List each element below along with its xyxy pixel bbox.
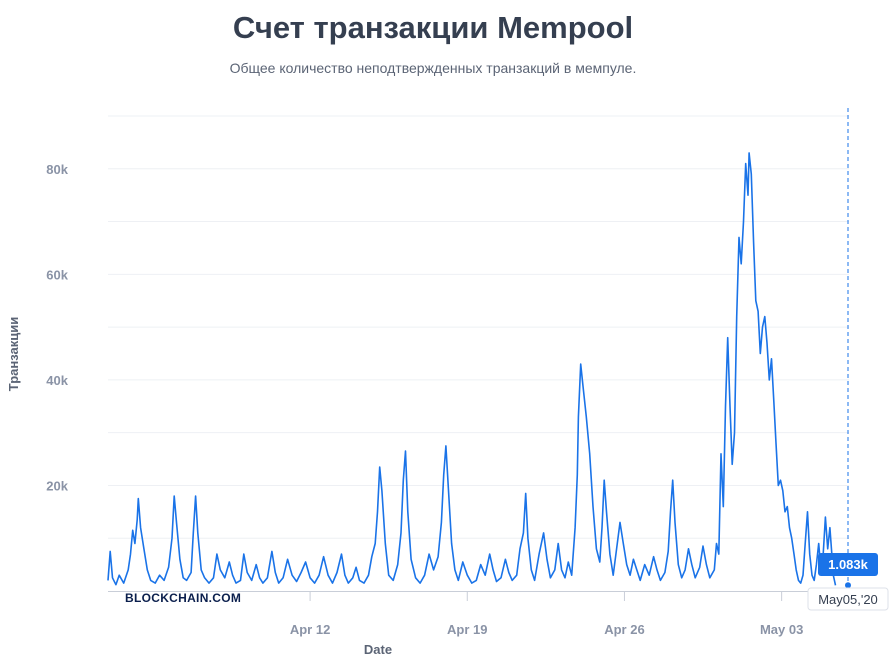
tooltip-value-box <box>818 553 878 576</box>
chart-title: Счет транзакции Mempool <box>232 10 634 45</box>
brand-logo-text: BLOCKCHAIN.COM <box>125 591 241 605</box>
series-line <box>107 152 837 586</box>
y-axis-ticks: 20k 40k 60k 80k <box>46 162 68 494</box>
tooltip: 1.083k May05,'20 <box>807 553 889 611</box>
y-tick-label: 60k <box>46 267 68 282</box>
y-tick-label: 80k <box>46 162 68 177</box>
x-tick-label: Apr 12 <box>290 622 330 637</box>
x-tick-label: May 03 <box>760 622 803 637</box>
grid <box>108 115 849 539</box>
y-tick-label: 20k <box>46 478 68 493</box>
tooltip-value: 1.083k <box>828 557 869 572</box>
x-tick-label: Apr 26 <box>604 622 644 637</box>
tooltip-point <box>845 582 851 589</box>
tooltip-date: May05,'20 <box>818 592 878 607</box>
y-axis-title: Транзакции <box>6 317 21 391</box>
chart-subtitle: Общее количество неподтвержденных транза… <box>229 60 637 76</box>
tooltip-date-box <box>807 587 889 611</box>
x-axis: Apr 12 Apr 19 Apr 26 May 03 <box>108 591 849 637</box>
x-tick-label: Apr 19 <box>447 622 487 637</box>
y-tick-label: 40k <box>46 373 68 388</box>
x-axis-title: Date <box>364 642 392 657</box>
